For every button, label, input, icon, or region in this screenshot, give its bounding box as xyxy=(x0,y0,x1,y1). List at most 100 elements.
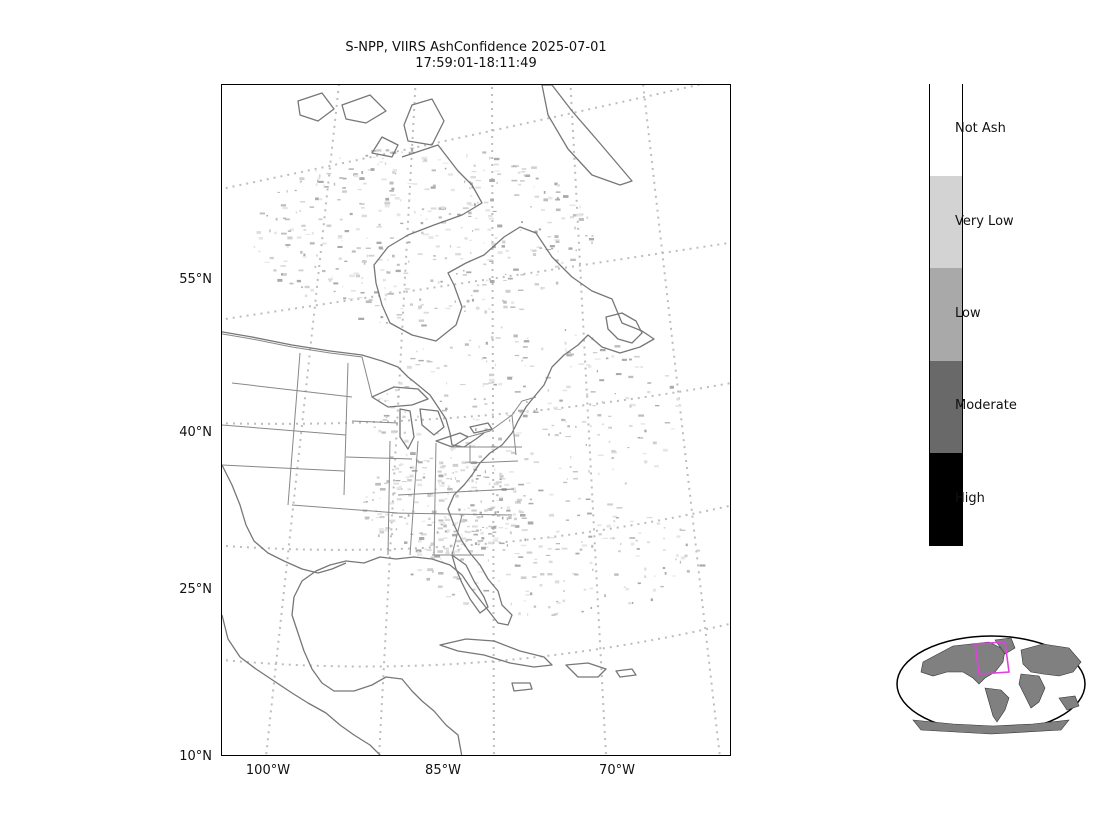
ash-speckle-cell xyxy=(636,548,640,550)
ash-speckle-cell xyxy=(384,529,389,532)
ash-speckle-cell xyxy=(488,217,494,220)
ash-speckle-cell xyxy=(475,179,481,182)
ash-speckle-cell xyxy=(519,308,524,311)
ash-speckle-cell xyxy=(357,189,362,191)
graticule xyxy=(222,85,730,755)
ash-speckle-cell xyxy=(420,461,423,463)
ash-speckle-cell xyxy=(591,544,594,548)
ash-speckle-cell xyxy=(504,527,508,529)
ash-speckle-cell xyxy=(417,569,422,572)
ash-speckle-cell xyxy=(282,217,287,220)
ash-speckle-cell xyxy=(562,389,568,392)
ash-speckle-cell xyxy=(342,177,347,180)
ash-speckle-cell xyxy=(450,448,454,452)
ash-speckle-cell xyxy=(556,408,562,410)
coastline-west xyxy=(222,331,485,448)
ash-speckle-cell xyxy=(372,499,374,501)
ash-speckle-cell xyxy=(488,215,493,217)
colorbar-segment-moderate xyxy=(930,360,962,454)
state-line xyxy=(387,440,391,556)
ash-speckle-cell xyxy=(563,481,568,484)
ash-speckle-cell xyxy=(480,531,484,535)
ash-speckle-cell xyxy=(389,190,394,192)
ash-speckle-cell xyxy=(389,237,394,239)
colorbar-segment-very-low xyxy=(930,175,962,269)
ash-speckle-cell xyxy=(555,259,559,262)
ash-speckle-cell xyxy=(587,512,592,515)
ash-speckle-cell xyxy=(391,533,393,535)
ash-speckle-cell xyxy=(443,524,447,528)
ash-speckle-cell xyxy=(526,337,529,340)
ash-speckle-cell xyxy=(484,403,488,405)
ash-speckle-cell xyxy=(455,471,458,473)
ash-speckle-cell xyxy=(418,319,425,322)
ash-speckle-cell xyxy=(506,509,511,512)
ash-speckle-cell xyxy=(493,468,496,471)
ash-speckle-cell xyxy=(590,391,596,393)
ash-speckle-cell xyxy=(575,425,577,428)
ash-speckle-cell xyxy=(484,310,488,314)
ash-speckle-cell xyxy=(547,573,553,576)
ash-speckle-cell xyxy=(432,258,437,261)
ash-speckle-cell xyxy=(571,573,577,575)
ash-speckle-cell xyxy=(418,305,422,309)
ash-speckle-cell xyxy=(548,606,551,609)
ash-speckle-cell xyxy=(414,501,419,504)
ash-speckle-cell xyxy=(289,228,294,231)
ash-speckle-cell xyxy=(350,289,356,292)
ash-speckle-cell xyxy=(395,528,398,531)
ash-speckle-cell xyxy=(474,519,479,522)
ash-speckle-cell xyxy=(480,529,482,531)
ash-speckle-cell xyxy=(300,201,306,203)
lat-label-10n: 10°N xyxy=(179,749,212,764)
ash-speckle-cell xyxy=(592,568,594,571)
ash-speckle-cell xyxy=(315,169,317,173)
ash-speckle-cell xyxy=(502,549,506,551)
ash-speckle-cell xyxy=(533,605,537,608)
ash-speckle-cell xyxy=(545,249,551,251)
ash-speckle-cell xyxy=(676,535,681,538)
state-line xyxy=(345,456,413,460)
ash-speckle-cell xyxy=(625,588,630,591)
ash-speckle-cell xyxy=(377,163,379,166)
ash-speckle-cell xyxy=(554,580,560,584)
ash-speckle-cell xyxy=(377,398,383,400)
ash-speckle-cell xyxy=(464,310,466,312)
ash-speckle-cell xyxy=(559,432,562,434)
ash-speckle-cell xyxy=(554,182,558,186)
ash-speckle-cell xyxy=(392,169,397,172)
ash-speckle-cell xyxy=(549,245,555,248)
ash-speckle-cell xyxy=(522,357,528,359)
ash-speckle-cell xyxy=(656,522,661,525)
ash-speckle-cell xyxy=(384,279,386,281)
ash-speckle-cell xyxy=(370,168,375,171)
ash-speckle-cell xyxy=(510,524,516,527)
ash-speckle-cell xyxy=(363,262,366,265)
ash-speckle-cell xyxy=(543,198,548,202)
ash-speckle-cell xyxy=(446,549,449,553)
ash-speckle-cell xyxy=(520,576,527,579)
ash-speckle-cell xyxy=(513,268,519,271)
ash-speckle-cell xyxy=(485,209,491,212)
ash-speckle-cell xyxy=(523,340,530,343)
ash-speckle-cell xyxy=(410,152,413,154)
ash-speckle-cell xyxy=(488,525,492,528)
ash-speckle-cell xyxy=(589,238,594,241)
ash-speckle-cell xyxy=(514,553,520,555)
ash-speckle-cell xyxy=(466,299,470,303)
colorbar-segment-low xyxy=(930,268,962,361)
ash-speckle-cell xyxy=(506,517,509,521)
ash-speckle-cell xyxy=(554,434,559,437)
ash-speckle-cell xyxy=(317,177,321,180)
ash-speckle-cell xyxy=(631,601,634,604)
ash-speckle-cell xyxy=(477,563,479,566)
ash-speckle-cell xyxy=(615,517,619,519)
ash-speckle-cell xyxy=(621,358,627,361)
ash-speckle-cell xyxy=(343,297,347,300)
ash-speckle-cell xyxy=(676,397,680,401)
ash-speckle-cell xyxy=(378,246,383,250)
map-svg xyxy=(222,85,730,755)
ash-speckle-cell xyxy=(374,305,380,307)
ash-speckle-cell xyxy=(525,590,529,592)
ash-speckle-cell xyxy=(575,552,580,555)
